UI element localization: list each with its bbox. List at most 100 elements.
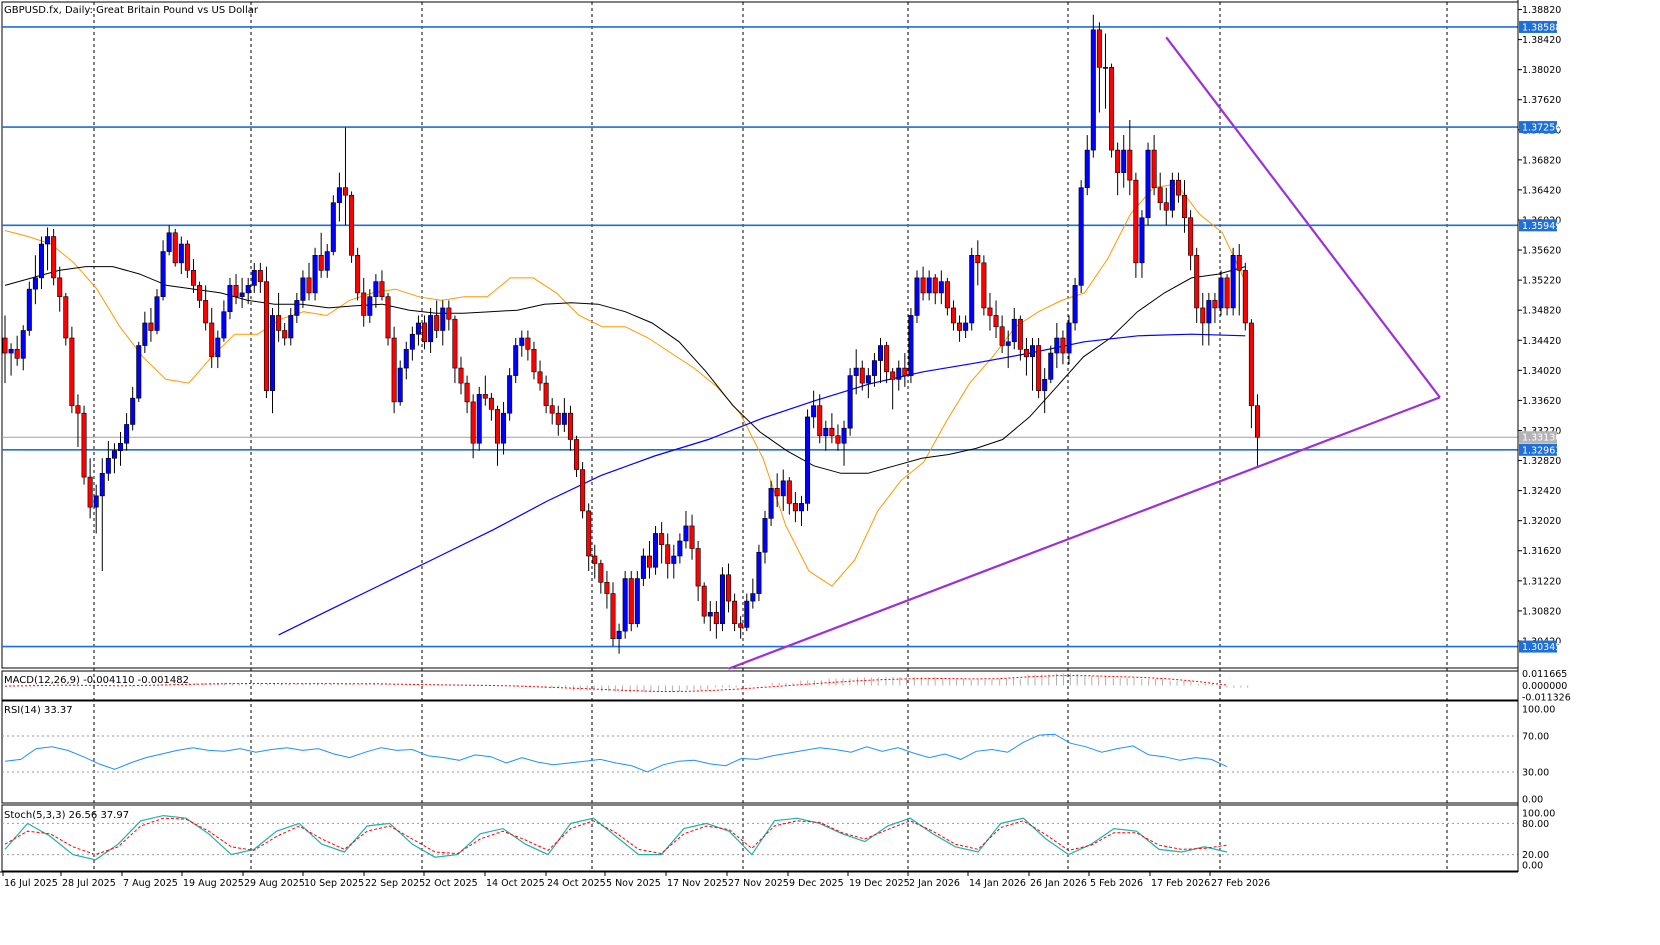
candle-body	[634, 578, 640, 624]
candle-body	[458, 367, 464, 384]
rsi-tick-label: 100.00	[1522, 705, 1555, 716]
time-tick-label: 24 Oct 2025	[547, 878, 606, 889]
candle-body	[707, 612, 713, 617]
time-tick-label: 14 Jan 2026	[969, 878, 1026, 889]
candle-body	[1036, 345, 1042, 391]
candle-body	[190, 270, 196, 286]
candle-body	[616, 630, 622, 639]
current-price-label: 1.33130	[1522, 433, 1561, 444]
candle-body	[397, 367, 403, 403]
candle-body	[154, 296, 160, 331]
candle-body	[1248, 322, 1254, 406]
level-tag-0	[1519, 20, 1557, 33]
candle-body	[318, 255, 324, 271]
macd-series	[4, 673, 1249, 693]
time-tick-label: 27 Nov 2025	[728, 878, 789, 889]
candle-body	[671, 555, 677, 564]
candle-body	[26, 288, 32, 331]
candle-body	[519, 337, 525, 346]
candle-body	[422, 322, 428, 343]
candle-body	[1151, 149, 1157, 188]
candle-body	[342, 187, 348, 196]
candle-body	[215, 337, 221, 358]
rsi-line	[4, 733, 1228, 773]
candle-body	[884, 345, 890, 373]
candle-body	[1254, 405, 1260, 438]
time-tick-label: 7 Aug 2025	[123, 878, 178, 889]
time-tick-label: 28 Jul 2025	[62, 878, 116, 889]
candle-body	[732, 600, 738, 624]
candle-body	[792, 503, 798, 512]
price-tick-label: 1.36420	[1522, 185, 1561, 196]
macd-tick-label: 0.000000	[1522, 681, 1567, 692]
candle-body	[330, 202, 336, 252]
trendlines[interactable]	[728, 36, 1441, 670]
candle-body	[823, 427, 829, 437]
rsi-tick-label: 70.00	[1522, 732, 1549, 743]
candle-body	[1127, 149, 1133, 181]
candle-body	[786, 480, 792, 504]
candle-body	[841, 427, 847, 444]
candle-body	[659, 533, 665, 546]
time-tick-label: 17 Nov 2025	[667, 878, 728, 889]
candle-body	[415, 322, 421, 335]
candle-body	[501, 412, 507, 444]
candle-body	[1042, 379, 1048, 391]
candle-body	[1236, 255, 1242, 271]
level-tag-label: 1.38588	[1522, 22, 1561, 33]
time-tick-label: 2 Oct 2025	[425, 878, 478, 889]
candle-body	[136, 345, 142, 399]
candle-body	[373, 281, 379, 297]
candle-body	[798, 503, 804, 512]
candle-body	[251, 270, 257, 286]
candle-body	[1072, 285, 1078, 324]
candle-body	[379, 281, 385, 297]
candle-body	[1078, 187, 1084, 286]
candle-body	[245, 285, 251, 294]
candle-body	[1157, 187, 1163, 204]
candle-body	[567, 412, 573, 440]
candle-body	[312, 255, 318, 294]
candle-body	[640, 555, 646, 579]
candle-body	[1011, 318, 1017, 343]
candle-body	[221, 311, 227, 339]
candle-body	[81, 412, 87, 478]
candle-body	[1133, 179, 1139, 264]
candle-body	[507, 375, 513, 414]
level-tag-1	[1519, 121, 1557, 134]
stoch-main-line	[4, 814, 1228, 861]
candle-body	[294, 300, 300, 316]
stochastic-series	[4, 814, 1228, 861]
level-tag-label: 1.35949	[1522, 221, 1561, 232]
candle-body	[1182, 194, 1188, 219]
candle-body	[1169, 179, 1175, 211]
candle-body	[580, 469, 586, 512]
candle-body	[1023, 348, 1029, 358]
price-tick-label: 1.37620	[1522, 95, 1561, 106]
candle-body	[701, 585, 707, 617]
candle-body	[276, 315, 282, 331]
candle-body	[361, 292, 367, 316]
current-price-tag	[1519, 431, 1557, 444]
candle-body	[811, 405, 817, 418]
candle-body	[975, 255, 981, 264]
candle-body	[118, 442, 124, 452]
candle-body	[184, 243, 190, 271]
moving-average-2	[278, 333, 1246, 636]
candle-body	[829, 427, 835, 437]
candle-body	[1188, 217, 1194, 256]
stoch-tick-label: 0.00	[1522, 861, 1543, 872]
candle-body	[969, 255, 975, 324]
candle-body	[270, 315, 276, 391]
candle-body	[63, 296, 69, 339]
candle-body	[744, 600, 750, 628]
candle-body	[69, 337, 75, 406]
time-tick-label: 2 Jan 2026	[909, 878, 960, 889]
candle-body	[914, 277, 920, 316]
candle-body	[987, 307, 993, 316]
horizontal-levels[interactable]	[2, 26, 1518, 648]
candle-body	[8, 348, 14, 354]
macd-tick-label: 0.011665	[1522, 669, 1567, 680]
candle-body	[203, 300, 209, 324]
candle-body	[938, 281, 944, 294]
